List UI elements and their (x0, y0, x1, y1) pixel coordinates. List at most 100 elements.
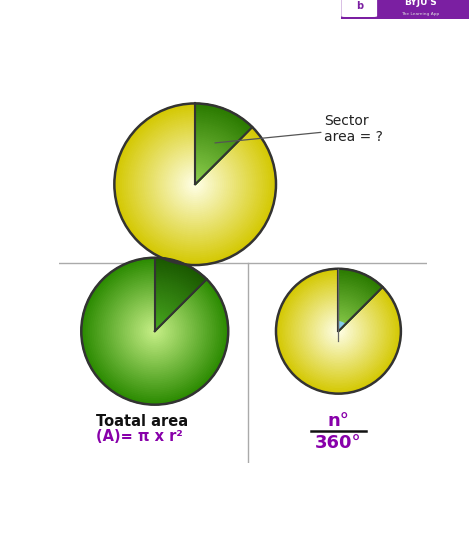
Circle shape (324, 317, 353, 345)
Wedge shape (195, 144, 224, 184)
Circle shape (177, 166, 213, 202)
Wedge shape (338, 314, 351, 331)
Circle shape (83, 260, 227, 403)
Circle shape (151, 140, 240, 229)
Circle shape (284, 276, 393, 386)
Circle shape (295, 288, 382, 375)
Circle shape (131, 307, 179, 355)
Wedge shape (155, 309, 170, 331)
Wedge shape (155, 305, 173, 331)
Wedge shape (155, 285, 187, 331)
Circle shape (125, 302, 184, 361)
Circle shape (124, 300, 186, 362)
Wedge shape (338, 289, 368, 331)
Wedge shape (195, 132, 232, 184)
Wedge shape (195, 110, 248, 184)
Circle shape (323, 316, 354, 347)
Circle shape (193, 182, 197, 186)
Circle shape (331, 324, 346, 339)
Wedge shape (195, 162, 211, 184)
Circle shape (96, 273, 213, 390)
Wedge shape (195, 152, 218, 184)
Circle shape (118, 295, 191, 368)
Wedge shape (338, 283, 373, 331)
Wedge shape (195, 170, 205, 184)
Circle shape (310, 303, 366, 360)
Circle shape (307, 300, 370, 362)
Circle shape (142, 319, 168, 344)
Circle shape (135, 311, 175, 351)
Circle shape (318, 311, 359, 351)
Wedge shape (338, 294, 365, 331)
Wedge shape (338, 300, 361, 331)
Circle shape (133, 122, 258, 247)
Circle shape (313, 306, 364, 356)
Circle shape (328, 320, 349, 342)
Circle shape (292, 284, 385, 378)
Wedge shape (155, 311, 169, 331)
Wedge shape (155, 319, 164, 331)
FancyBboxPatch shape (341, 0, 377, 17)
Wedge shape (195, 180, 198, 184)
Wedge shape (195, 116, 244, 184)
Wedge shape (155, 267, 200, 331)
Wedge shape (338, 291, 367, 331)
Wedge shape (195, 134, 231, 184)
Circle shape (143, 132, 248, 237)
Wedge shape (338, 278, 376, 331)
Circle shape (107, 284, 202, 379)
Circle shape (116, 293, 193, 370)
Circle shape (304, 297, 373, 366)
Wedge shape (338, 330, 339, 331)
Wedge shape (338, 269, 383, 331)
Circle shape (109, 285, 201, 377)
Wedge shape (338, 312, 352, 331)
Wedge shape (338, 295, 364, 331)
Circle shape (300, 292, 377, 370)
Circle shape (122, 298, 188, 365)
Circle shape (191, 180, 199, 188)
Wedge shape (155, 304, 174, 331)
Circle shape (120, 296, 190, 366)
Wedge shape (195, 164, 210, 184)
Circle shape (332, 325, 345, 337)
Circle shape (147, 324, 162, 338)
Circle shape (290, 283, 387, 379)
Wedge shape (155, 330, 156, 331)
Text: (A)= π x r²: (A)= π x r² (96, 429, 183, 444)
Circle shape (153, 330, 156, 333)
Circle shape (169, 158, 221, 211)
Circle shape (161, 150, 229, 219)
Wedge shape (195, 130, 234, 184)
Wedge shape (338, 317, 348, 331)
Circle shape (117, 105, 274, 263)
Circle shape (138, 315, 171, 348)
Wedge shape (195, 158, 214, 184)
Circle shape (137, 126, 254, 243)
Text: Sector
area = ?: Sector area = ? (215, 114, 383, 144)
Circle shape (329, 322, 348, 341)
Wedge shape (338, 316, 349, 331)
Wedge shape (338, 324, 344, 331)
Wedge shape (155, 307, 172, 331)
Wedge shape (155, 315, 166, 331)
Text: BYJU'S: BYJU'S (404, 0, 437, 7)
Wedge shape (195, 105, 251, 184)
Wedge shape (155, 316, 165, 331)
Circle shape (149, 138, 242, 230)
Wedge shape (338, 328, 341, 331)
Wedge shape (338, 309, 354, 331)
Wedge shape (155, 258, 207, 331)
Circle shape (165, 154, 226, 214)
Circle shape (105, 281, 204, 381)
Circle shape (285, 278, 392, 384)
Circle shape (137, 313, 173, 350)
Wedge shape (195, 140, 227, 184)
Wedge shape (195, 138, 228, 184)
Wedge shape (338, 270, 382, 331)
Wedge shape (195, 142, 225, 184)
Wedge shape (155, 265, 201, 331)
Circle shape (138, 127, 252, 241)
Wedge shape (338, 326, 342, 331)
Wedge shape (155, 270, 198, 331)
